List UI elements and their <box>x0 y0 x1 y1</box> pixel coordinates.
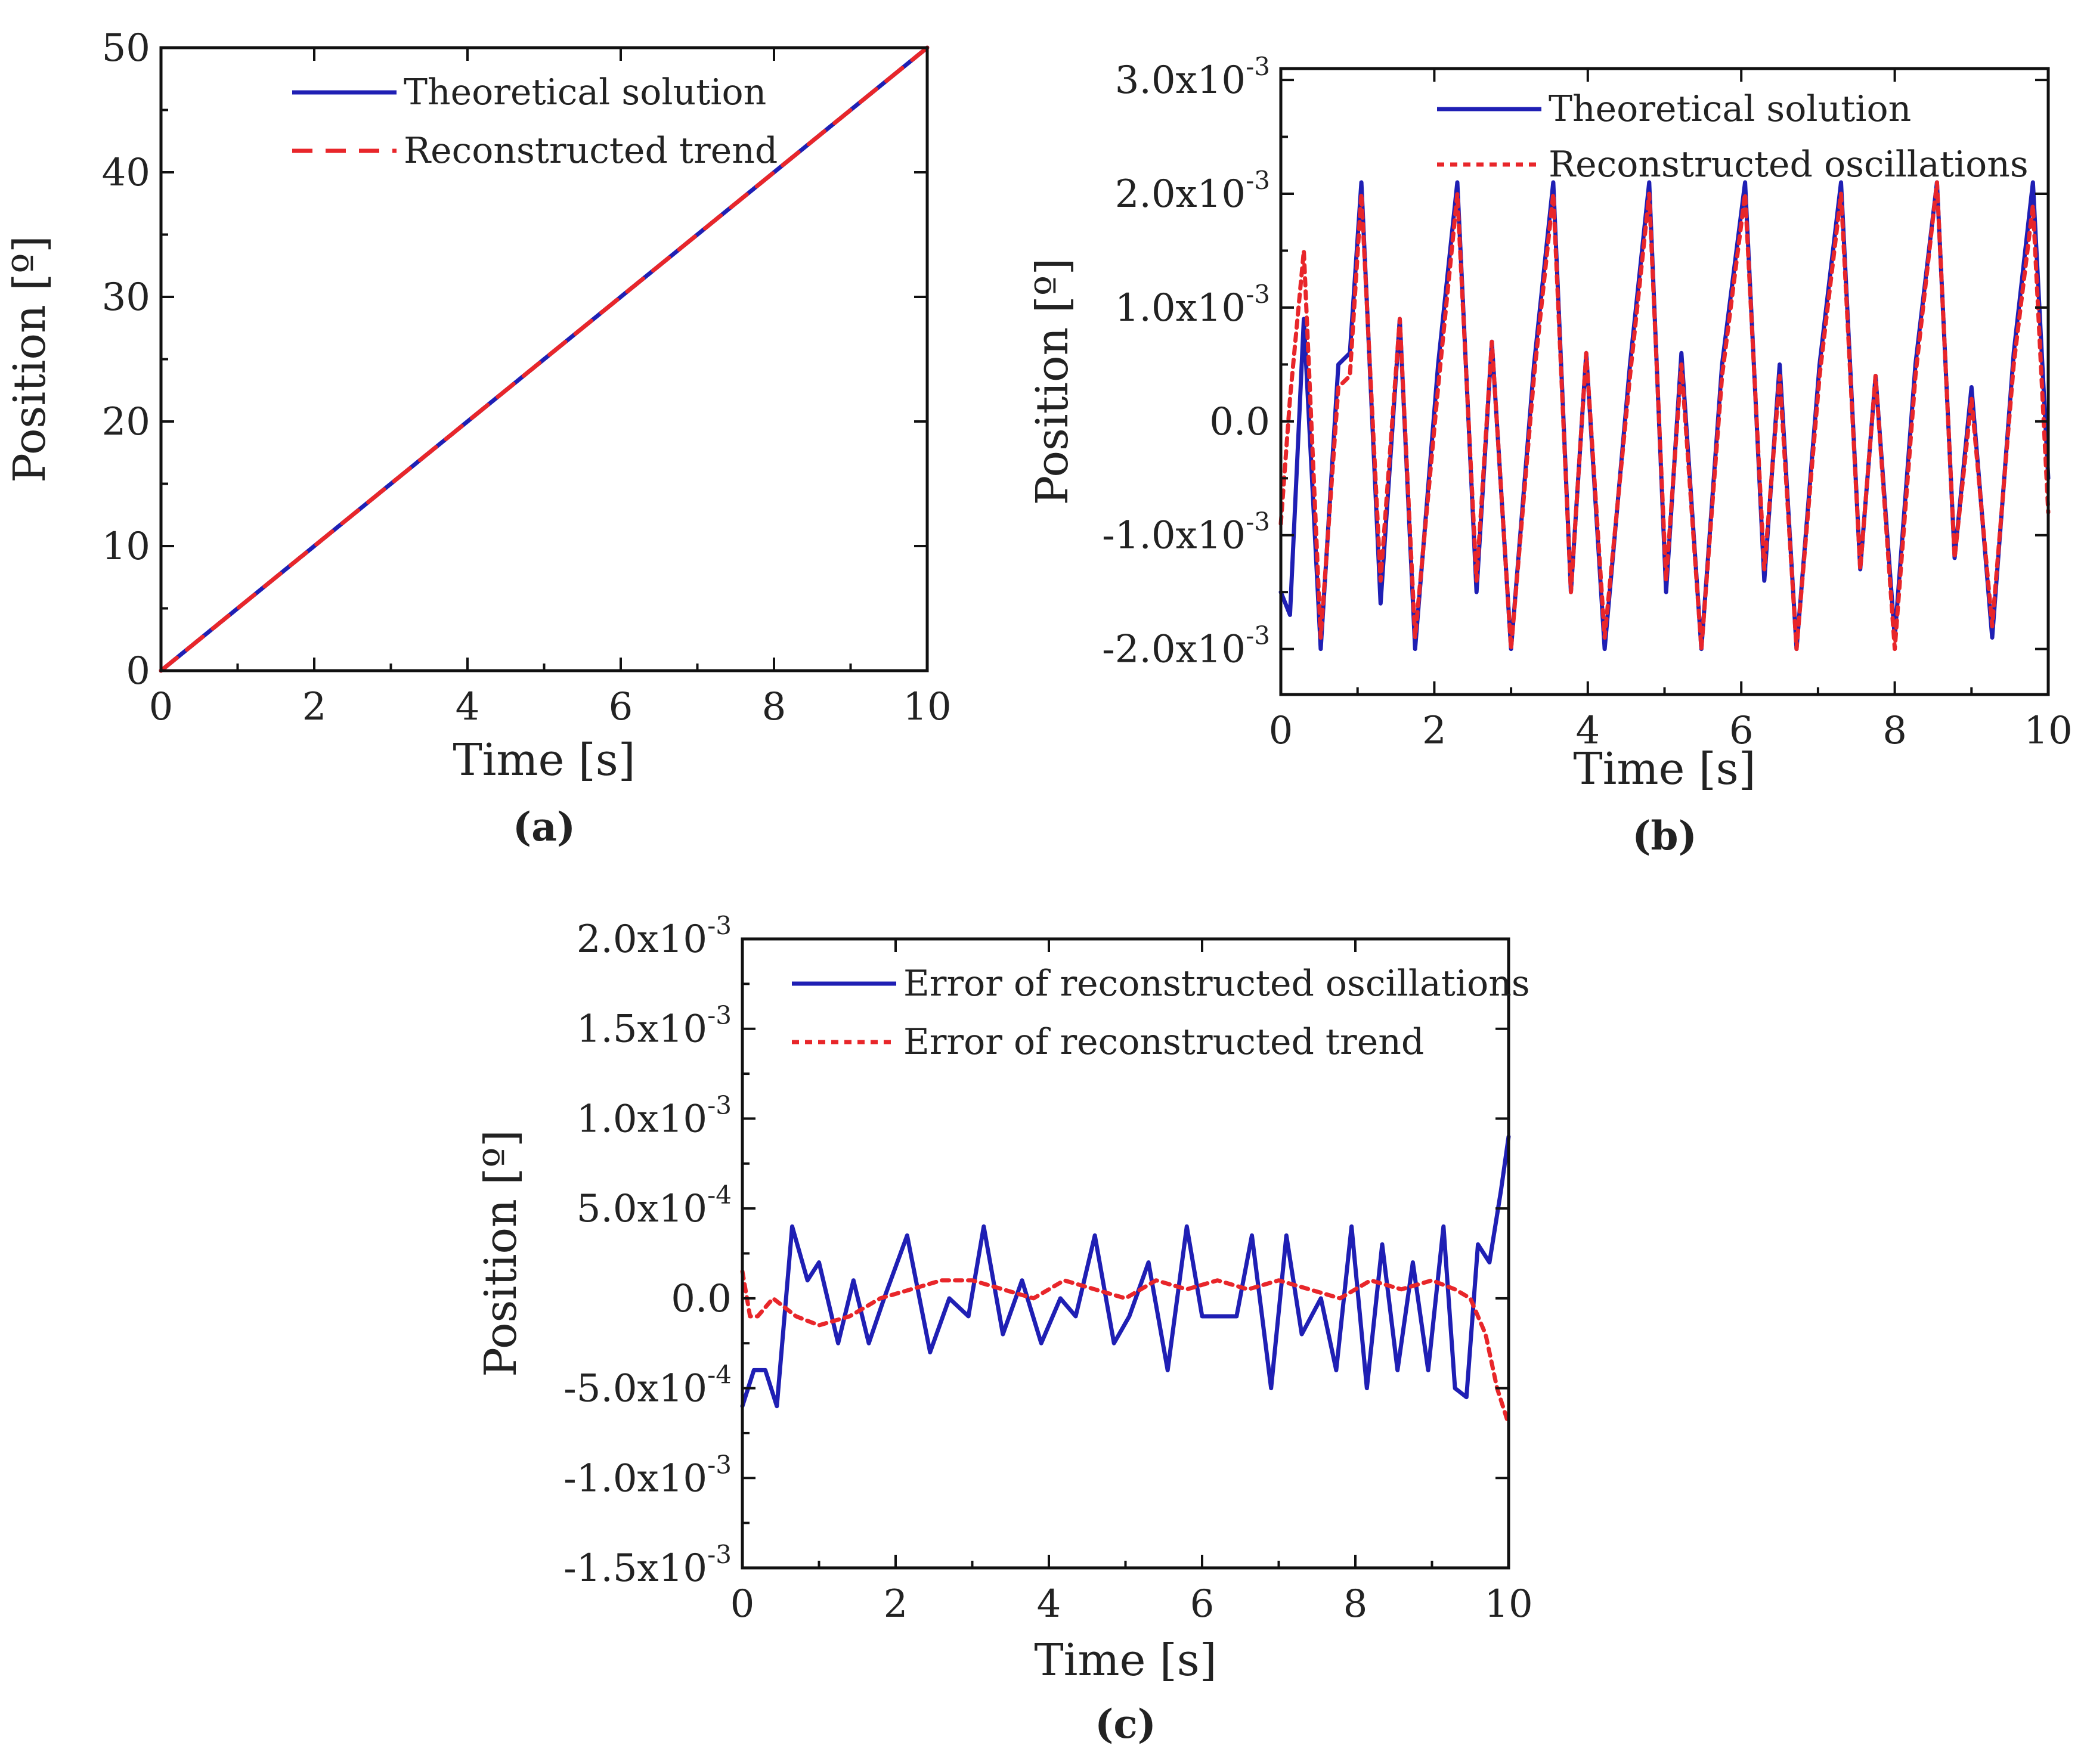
y-tick-label: 40 <box>102 151 150 195</box>
panel-a: 0 2 4 6 8 10 0 10 20 30 40 50 Time [s] Position [º] Th… <box>4 26 952 850</box>
x-tick-label: 0 <box>1269 709 1293 753</box>
y-tick-label: -1.0x10-3 <box>1102 507 1270 558</box>
panel-c: 0 2 4 6 8 10 -1.5x10-3 -1.0x10-3 -5.0x10-4 0.0 5.0… <box>475 911 1533 1747</box>
y-tick-label: 3.0x10-3 <box>1115 52 1270 103</box>
series-line-1 <box>740 1134 1511 1409</box>
y-tick-label: 2.0x10-3 <box>1115 166 1270 216</box>
y-axis-label: Position [º] <box>1027 258 1078 506</box>
y-tick-label: 1.0x10-3 <box>1115 280 1270 330</box>
y-tick-label: 0.0 <box>1209 400 1270 444</box>
legend-label-1: Theoretical solution <box>404 72 766 113</box>
x-tick-label: 6 <box>609 685 633 729</box>
legend-label-2: Reconstructed trend <box>404 130 778 172</box>
y-tick-label: 30 <box>102 275 150 320</box>
x-tick-label: 2 <box>884 1582 908 1626</box>
y-tick-label: 20 <box>102 400 150 444</box>
x-axis-label: Time [s] <box>1573 743 1755 795</box>
x-tick-label: 10 <box>2024 709 2072 753</box>
x-tick-label: 0 <box>730 1582 755 1626</box>
panel-caption: (c) <box>1095 1701 1156 1747</box>
x-axis-label: Time [s] <box>453 734 635 786</box>
x-tick-label: 6 <box>1729 709 1754 753</box>
y-tick-label: -1.0x10-3 <box>563 1450 732 1501</box>
y-tick-label: 0.0 <box>671 1277 732 1321</box>
x-tick-label: 4 <box>1575 709 1600 753</box>
x-tick-label: 8 <box>1343 1582 1368 1626</box>
legend-label-1: Error of reconstructed oscillations <box>903 963 1530 1005</box>
y-tick-label: 2.0x10-3 <box>577 911 732 962</box>
x-tick-label: 4 <box>1037 1582 1061 1626</box>
x-tick-label: 4 <box>456 685 480 729</box>
legend-label-2: Error of reconstructed trend <box>903 1021 1424 1063</box>
x-tick-label: 6 <box>1190 1582 1215 1626</box>
series-line-2 <box>740 1269 1511 1427</box>
y-tick-label: 5.0x10-4 <box>577 1180 732 1231</box>
x-tick-label: 2 <box>302 685 327 729</box>
x-tick-label: 10 <box>903 685 951 729</box>
legend-label-2: Reconstructed oscillations <box>1549 144 2029 185</box>
y-tick-label: 10 <box>102 525 150 569</box>
y-tick-label: -2.0x10-3 <box>1102 621 1270 672</box>
y-tick-label: 0 <box>126 649 150 693</box>
x-tick-label: 10 <box>1484 1582 1532 1626</box>
y-tick-label: 1.5x10-3 <box>577 1001 732 1052</box>
y-axis-label: Position [º] <box>4 235 55 483</box>
x-tick-label: 2 <box>1422 709 1447 753</box>
y-tick-label: -1.5x10-3 <box>563 1540 732 1591</box>
x-tick-label: 8 <box>762 685 787 729</box>
panel-b: 0 2 4 6 8 10 -2.0x10-3 -1.0x10-3 0.0 1.0x10-3 2.0x… <box>1027 52 2073 859</box>
series-line-2 <box>1278 180 2051 652</box>
legend-label-1: Theoretical solution <box>1549 88 1911 130</box>
x-tick-label: 0 <box>149 685 174 729</box>
x-axis-label: Time [s] <box>1034 1635 1216 1686</box>
panel-caption: (b) <box>1632 813 1697 859</box>
series-line-2 <box>159 45 930 673</box>
y-tick-label: 50 <box>102 26 150 70</box>
x-tick-label: 8 <box>1882 709 1907 753</box>
y-tick-label: -5.0x10-4 <box>563 1360 732 1411</box>
y-tick-label: 1.0x10-3 <box>577 1090 732 1141</box>
panel-caption: (a) <box>513 804 575 850</box>
y-axis-label: Position [º] <box>475 1130 527 1377</box>
